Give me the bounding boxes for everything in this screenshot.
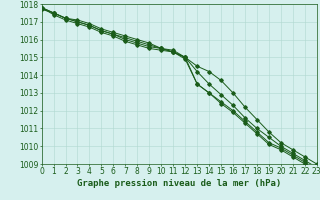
X-axis label: Graphe pression niveau de la mer (hPa): Graphe pression niveau de la mer (hPa) xyxy=(77,179,281,188)
